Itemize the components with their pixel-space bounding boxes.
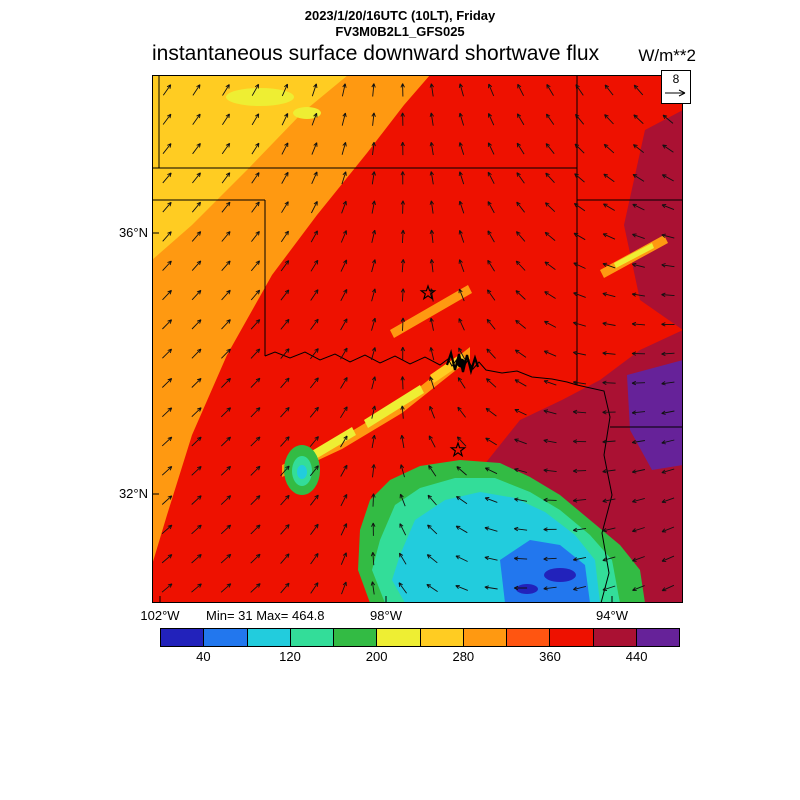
wind-arrows: [161, 83, 675, 595]
colorbar-tick-label: 280: [452, 649, 475, 664]
flux-field-regions: [152, 75, 683, 603]
colorbar-segment-3: [290, 629, 334, 646]
colorbar-tick-label: 40: [196, 649, 211, 664]
region-yellow-patch-1: [226, 88, 294, 106]
colorbar-segments: [160, 628, 680, 647]
star-marker: [449, 441, 467, 458]
region-crimson-ne: [624, 110, 683, 330]
region-purple: [627, 360, 683, 470]
frame-ticks: [152, 232, 613, 603]
colorbar-segment-8: [507, 629, 551, 646]
reference-arrow-icon: [665, 89, 686, 97]
colorbar-segment-0: [161, 629, 205, 646]
colorbar-tick-label: 440: [625, 649, 648, 664]
colorbar-segment-6: [420, 629, 464, 646]
blob-darkblue-1: [544, 568, 576, 582]
lon-tick-label: 102°W: [140, 608, 180, 623]
colorbar-segment-2: [247, 629, 291, 646]
region-gold-corner: [152, 75, 348, 260]
colorbar-tick-label: 360: [539, 649, 561, 664]
colorbar-tick-label: 120: [279, 649, 301, 664]
header-datetime: 2023/1/20/16UTC (10LT), Friday: [304, 8, 496, 23]
streak-orange-upper: [390, 285, 472, 338]
lon-tick-label: 98°W: [370, 608, 402, 623]
map-area: [152, 75, 683, 603]
blob-small-cyan: [297, 465, 307, 479]
reference-vector-value: 8: [672, 72, 680, 86]
river-knot-dot: [456, 358, 466, 368]
colorbar-segment-9: [550, 629, 594, 646]
reference-vector-box: 8: [661, 70, 691, 104]
colorbar-segment-10: [593, 629, 637, 646]
colorbar-segment-7: [463, 629, 507, 646]
min-max-label: Min= 31 Max= 464.8: [206, 608, 325, 623]
colorbar-segment-5: [377, 629, 421, 646]
colorbar-segment-1: [204, 629, 248, 646]
streak-yellow-ne: [614, 243, 654, 268]
lon-tick-label: 94°W: [596, 608, 628, 623]
blob-darkblue-2: [516, 584, 538, 594]
lat-tick-label: 36°N: [118, 225, 148, 240]
map-canvas: [152, 75, 683, 603]
page-title: instantaneous surface downward shortwave…: [152, 42, 600, 65]
header-model-name: FV3M0B2L1_GFS025: [335, 24, 465, 39]
units-label: W/m**2: [638, 46, 696, 65]
state-border-line: [576, 384, 613, 603]
streak-yellow-2: [364, 385, 424, 428]
colorbar-segment-11: [636, 629, 679, 646]
region-orange-nw: [152, 75, 430, 565]
colorbar: 40 120 200 280 360 440: [160, 628, 680, 668]
star-marker: [419, 284, 437, 301]
colorbar-tick-label: 200: [365, 649, 388, 664]
colorbar-segment-4: [334, 629, 378, 646]
river-knot: [445, 348, 480, 376]
lat-tick-label: 32°N: [118, 486, 148, 501]
map-frame: [152, 75, 683, 603]
